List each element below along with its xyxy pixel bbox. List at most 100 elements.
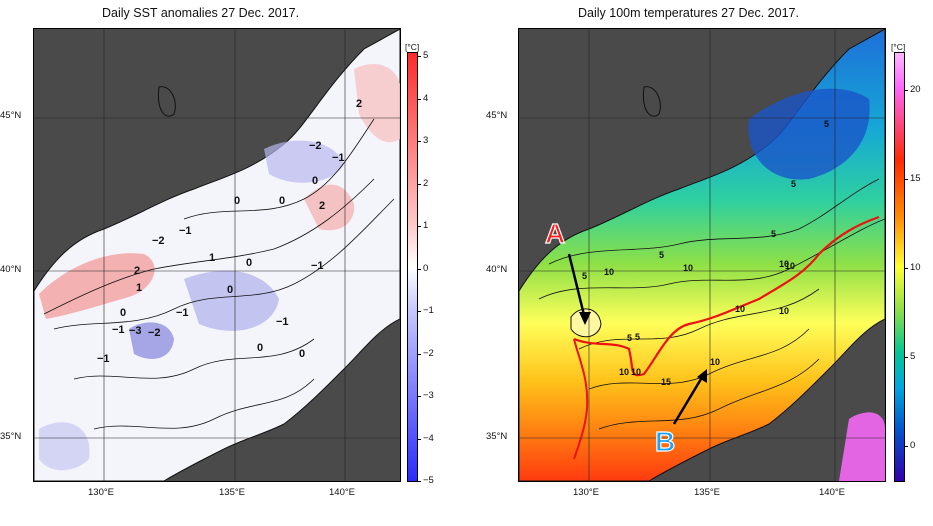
contour-label: 2 xyxy=(319,200,325,212)
right-colorbar-tick-label: 5 xyxy=(910,351,916,362)
kuroshio-warm xyxy=(839,412,885,481)
right-colorbar-tick-label: 0 xyxy=(910,440,916,451)
left-lon-label-135: 135°E xyxy=(219,487,245,498)
left-colorbar-tick-mark xyxy=(418,226,421,227)
left-colorbar-tick-mark xyxy=(418,353,421,355)
contour-label: 0 xyxy=(279,195,285,207)
left-colorbar-tick-mark xyxy=(418,396,421,397)
cold-core xyxy=(748,88,870,180)
contour-label: 10 xyxy=(779,306,789,316)
contour-label: −2 xyxy=(148,327,161,339)
island xyxy=(642,86,661,117)
left-colorbar-tick-mark xyxy=(418,56,421,57)
polar-front-line xyxy=(573,215,880,377)
contour-label: 10 xyxy=(619,367,629,377)
left-lon-label-140: 140°E xyxy=(329,487,355,498)
temperature-labels: 5 5 5 5 10 10 5 10 5 10 10 10 10 5 10 10… xyxy=(582,119,829,387)
annotation-b-label: B xyxy=(655,426,675,457)
contour-label: −1 xyxy=(311,260,324,272)
left-colorbar-tick-label: 1 xyxy=(423,220,429,231)
contour-label: 0 xyxy=(246,257,252,269)
left-colorbar-tick-mark xyxy=(418,268,421,270)
contour-label: 5 xyxy=(659,250,664,260)
graticule xyxy=(34,29,400,481)
annotation-a-arrow xyxy=(567,253,587,320)
left-lat-label-40: 40°N xyxy=(0,264,22,275)
contour-label: 10 xyxy=(710,357,720,367)
cold-anomaly-south xyxy=(39,422,90,471)
annotation-a-arrowhead xyxy=(579,312,591,325)
contour-label: 0 xyxy=(227,284,233,296)
anomaly-contours xyxy=(43,118,395,430)
contour-label: −1 xyxy=(332,152,345,164)
contour-label: 1 xyxy=(136,282,142,294)
warm-anomaly-east xyxy=(304,184,355,231)
left-colorbar-tick-label: 0 xyxy=(423,262,429,274)
right-panel-title: Daily 100m temperatures 27 Dec. 2017. xyxy=(578,6,799,20)
right-colorbar-tick-mark xyxy=(905,179,908,180)
left-colorbar-tick-mark xyxy=(418,311,421,312)
sst-anomaly-map: 2 −2 −1 0 2 −2 −1 0 0 1 0 2 1 0 −1 −3 −2… xyxy=(33,28,401,482)
annotation-a-label: A xyxy=(545,218,565,249)
left-colorbar-tick-label: −3 xyxy=(423,390,434,401)
temperature-100m-map: 5 5 5 5 10 10 5 10 5 10 10 10 10 5 10 10… xyxy=(518,28,886,482)
right-colorbar xyxy=(894,52,905,482)
right-colorbar-tick-label: 15 xyxy=(910,173,921,184)
cold-anomaly-north xyxy=(264,140,344,183)
temperature-map-canvas: 5 5 5 5 10 10 5 10 5 10 10 10 10 5 10 10… xyxy=(519,29,885,481)
right-lat-label-45: 45°N xyxy=(486,110,508,121)
annotation-b-arrow xyxy=(672,373,706,425)
contour-label: −1 xyxy=(97,353,110,365)
left-colorbar-tick-mark xyxy=(418,141,421,142)
contour-label: 0 xyxy=(257,342,263,354)
annotation-b-arrowhead xyxy=(697,369,707,383)
right-lon-label-135: 135°E xyxy=(694,487,720,498)
contour-label: 5 xyxy=(824,119,829,129)
left-panel-title: Daily SST anomalies 27 Dec. 2017. xyxy=(102,6,300,20)
left-colorbar-tick-label: −5 xyxy=(423,475,434,486)
temperature-contours xyxy=(538,178,885,430)
island xyxy=(157,86,176,117)
warm-anomaly-north xyxy=(354,64,400,143)
cold-anomaly-mid xyxy=(184,270,279,331)
contour-label: 10 xyxy=(779,259,789,269)
right-colorbar-tick-mark xyxy=(905,90,908,91)
contour-label: 2 xyxy=(134,265,140,277)
graticule xyxy=(519,29,885,481)
contour-label: 2 xyxy=(356,98,362,110)
contour-label: −1 xyxy=(276,316,289,328)
right-colorbar-tick-label: 10 xyxy=(910,262,921,273)
left-colorbar-tick-label: 2 xyxy=(423,177,429,189)
right-lon-label-140: 140°E xyxy=(819,487,845,498)
left-lat-label-35: 35°N xyxy=(0,431,22,442)
left-colorbar-tick-label: 5 xyxy=(423,50,429,61)
contour-label: 15 xyxy=(661,377,671,387)
polar-front-west xyxy=(573,338,589,460)
left-colorbar-tick-mark xyxy=(418,98,421,100)
contour-label: −1 xyxy=(112,324,125,336)
contour-label: 5 xyxy=(582,271,587,281)
left-colorbar-tick-mark xyxy=(418,183,421,185)
contour-label: 5 xyxy=(771,229,776,239)
contour-label: −2 xyxy=(152,235,165,247)
contour-label: −2 xyxy=(309,140,322,152)
annotation-b: B xyxy=(654,369,707,458)
contour-label: −1 xyxy=(176,307,189,319)
contour-label: 0 xyxy=(312,175,318,187)
contour-label: 10 xyxy=(631,367,641,377)
contour-label: 1 xyxy=(209,252,215,264)
left-colorbar-tick-mark xyxy=(418,481,421,482)
right-lat-label-40: 40°N xyxy=(486,264,508,275)
contour-label: 10 xyxy=(683,263,693,273)
contour-label: 0 xyxy=(120,307,126,319)
right-lat-label-35: 35°N xyxy=(486,431,508,442)
contour-label: 0 xyxy=(234,195,240,207)
contour-label: −3 xyxy=(129,325,142,337)
contour-label: −1 xyxy=(179,225,192,237)
right-lon-label-130: 130°E xyxy=(573,487,599,498)
left-lon-label-130: 130°E xyxy=(88,487,114,498)
left-colorbar xyxy=(407,52,418,482)
left-colorbar-tick-label: −1 xyxy=(423,305,434,316)
left-colorbar-tick-label: 3 xyxy=(423,135,429,146)
right-colorbar-tick-mark xyxy=(905,268,908,269)
